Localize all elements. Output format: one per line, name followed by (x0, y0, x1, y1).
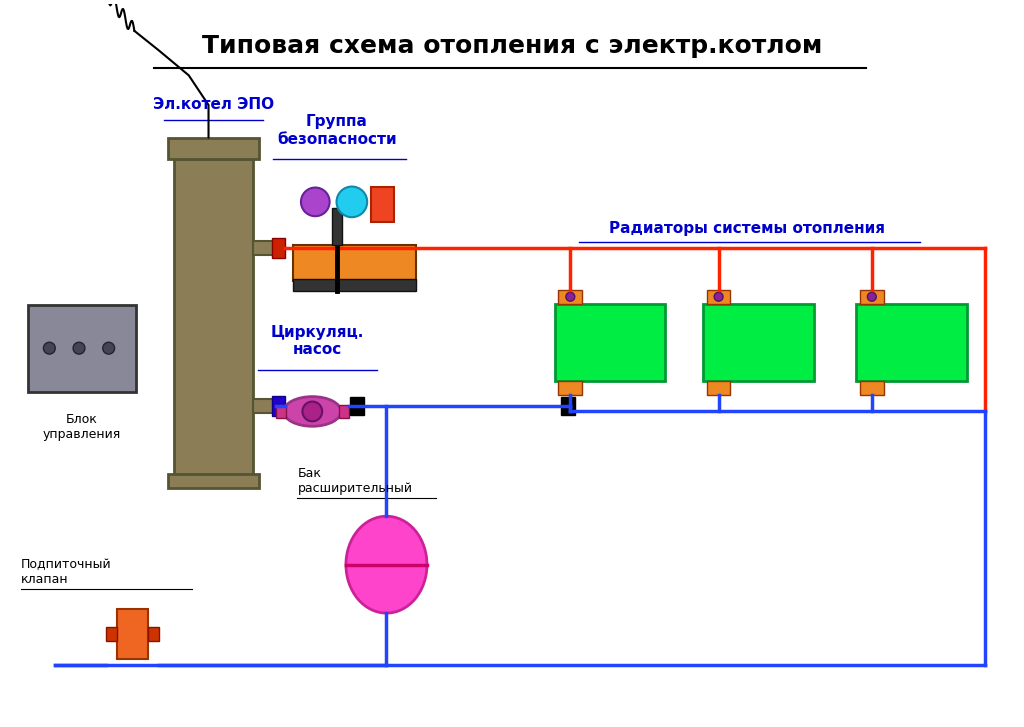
Text: Радиаторы системы отопления: Радиаторы системы отопления (609, 221, 886, 236)
FancyBboxPatch shape (860, 290, 884, 304)
FancyBboxPatch shape (293, 279, 416, 291)
FancyBboxPatch shape (558, 290, 583, 304)
Circle shape (102, 342, 115, 354)
FancyBboxPatch shape (271, 396, 285, 416)
FancyBboxPatch shape (117, 609, 148, 659)
FancyBboxPatch shape (253, 399, 274, 413)
FancyBboxPatch shape (293, 246, 416, 281)
Text: Эл.котел ЭПО: Эл.котел ЭПО (153, 97, 274, 113)
FancyBboxPatch shape (555, 304, 666, 381)
FancyBboxPatch shape (148, 627, 159, 640)
FancyBboxPatch shape (271, 238, 285, 258)
Circle shape (566, 292, 574, 301)
FancyBboxPatch shape (174, 159, 253, 475)
Text: Бак
расширительный: Бак расширительный (298, 467, 413, 496)
FancyBboxPatch shape (28, 305, 136, 392)
FancyBboxPatch shape (707, 290, 730, 304)
FancyBboxPatch shape (253, 241, 274, 255)
Circle shape (301, 188, 330, 216)
FancyBboxPatch shape (105, 627, 117, 640)
Circle shape (337, 187, 368, 217)
FancyBboxPatch shape (168, 137, 259, 159)
FancyBboxPatch shape (332, 208, 342, 246)
Text: Циркуляц.
насос: Циркуляц. насос (270, 325, 364, 357)
Circle shape (302, 401, 323, 422)
FancyBboxPatch shape (350, 397, 364, 415)
Text: Блок
управления: Блок управления (43, 414, 121, 441)
Text: Подпиточный
клапан: Подпиточный клапан (20, 558, 112, 587)
FancyBboxPatch shape (558, 381, 583, 395)
FancyBboxPatch shape (860, 381, 884, 395)
Text: Группа
безопасности: Группа безопасности (278, 114, 397, 147)
FancyBboxPatch shape (339, 404, 349, 418)
Ellipse shape (284, 397, 341, 426)
FancyBboxPatch shape (707, 381, 730, 395)
FancyBboxPatch shape (702, 304, 813, 381)
FancyBboxPatch shape (275, 404, 286, 418)
Text: Типовая схема отопления с электр.котлом: Типовая схема отопления с электр.котлом (202, 33, 822, 57)
Circle shape (714, 292, 723, 301)
FancyBboxPatch shape (561, 397, 575, 415)
Circle shape (43, 342, 55, 354)
Circle shape (73, 342, 85, 354)
Ellipse shape (346, 516, 427, 613)
FancyBboxPatch shape (168, 474, 259, 488)
FancyBboxPatch shape (856, 304, 967, 381)
FancyBboxPatch shape (371, 187, 394, 222)
Circle shape (867, 292, 877, 301)
